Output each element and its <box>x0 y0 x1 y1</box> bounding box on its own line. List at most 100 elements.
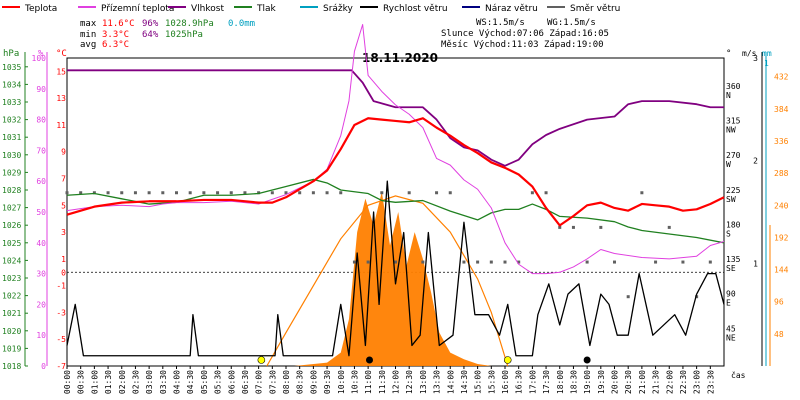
wind-direction-dot <box>571 225 575 229</box>
wind-direction-dot <box>175 191 178 195</box>
pressure-line <box>66 178 725 244</box>
wind-direction-dot <box>325 191 329 195</box>
c-tick-label: 3 <box>61 228 66 237</box>
plot-area <box>65 24 725 367</box>
pct-tick-label: 40 <box>36 239 46 248</box>
hpa-tick-label: 1021 <box>2 309 21 318</box>
solar-tick-label: 432 <box>774 73 789 82</box>
c-tick-label: 5 <box>61 201 66 210</box>
c-tick-label: 13 <box>56 94 66 103</box>
legend-label-dir: Směr větru <box>570 4 620 14</box>
info-moon: Měsíc Východ:11:03 Západ:19:00 <box>441 40 604 50</box>
hpa-tick-label: 1026 <box>2 221 21 230</box>
deg-tick-label: 270 <box>726 151 741 160</box>
x-tick-label: 20:30 <box>624 370 633 394</box>
wind-direction-dot <box>695 295 699 299</box>
sun-marker <box>503 356 512 364</box>
x-tick-label: 03:00 <box>145 370 154 394</box>
x-tick-label: 09:00 <box>309 370 318 394</box>
sun-marker <box>257 356 266 364</box>
stats-avg-temp: 6.3°C <box>102 40 129 50</box>
ms-tick-label: 2 <box>753 157 758 166</box>
wind-direction-dot <box>298 191 302 195</box>
wind-direction-dot <box>448 191 452 195</box>
x-tick-label: 08:30 <box>296 370 305 394</box>
hpa-tick-label: 1034 <box>2 80 21 89</box>
wind-direction-dot <box>476 260 480 264</box>
x-tick-label: 21:00 <box>638 370 647 394</box>
mm-unit: mm <box>762 49 772 58</box>
x-tick-label: 19:30 <box>597 370 606 394</box>
x-tick-label: 22:30 <box>679 370 688 394</box>
stats-max-label: max <box>80 19 97 29</box>
info-panel: WS:1.5m/s WG:1.5m/s Slunce Východ:07:06 … <box>441 18 609 50</box>
x-tick-label: 18:00 <box>556 370 565 394</box>
pct-unit: % <box>38 49 44 59</box>
wind-direction-dot <box>626 295 630 299</box>
wind-direction-dot <box>421 260 425 264</box>
wind-direction-dot <box>613 260 616 264</box>
legend-label-gust: Náraz větru <box>485 4 538 14</box>
hpa-unit: hPa <box>3 49 19 59</box>
c-tick-label: -7 <box>56 362 66 371</box>
x-tick-label: 11:00 <box>364 370 373 394</box>
hpa-tick-label: 1032 <box>2 116 21 125</box>
c-tick-label: 0 <box>61 268 66 277</box>
x-tick-label: 01:30 <box>104 370 113 394</box>
x-tick-label: 20:00 <box>611 370 620 394</box>
solar-theoretical-line <box>266 195 509 367</box>
deg-tick-label: 135 <box>726 255 741 264</box>
x-tick-label: 00:00 <box>63 370 72 394</box>
stats-min-temp: 3.3°C <box>102 30 129 40</box>
wind-direction-dot <box>489 260 493 264</box>
hpa-tick-label: 1029 <box>2 168 21 177</box>
hpa-tick-label: 1024 <box>2 256 21 265</box>
moon-marker <box>583 356 591 364</box>
wind-direction-dot <box>654 260 658 264</box>
wind-direction-dot <box>202 191 206 195</box>
x-tick-label: 15:30 <box>487 370 496 394</box>
x-tick-label: 06:30 <box>241 370 250 394</box>
x-tick-label: 00:30 <box>77 370 86 394</box>
humidity-line <box>67 69 724 167</box>
deg-tick-label: 180 <box>726 220 741 229</box>
wind-direction-dot <box>503 260 507 264</box>
pct-tick-label: 70 <box>36 146 46 155</box>
wind-direction-dot <box>394 260 397 264</box>
c-tick-label: 1 <box>61 255 66 264</box>
wind-direction-dot <box>92 191 96 195</box>
wind-direction-dot <box>161 191 165 195</box>
pct-tick-label: 50 <box>36 208 46 217</box>
solar-tick-label: 192 <box>774 233 789 242</box>
x-tick-label: 07:30 <box>268 370 277 394</box>
wind-direction-dot <box>708 260 712 264</box>
x-tick-label: 09:30 <box>323 370 332 394</box>
stats-max-hum: 96% <box>142 19 159 29</box>
legend-label-press: Tlak <box>256 4 277 14</box>
wind-direction-dot <box>599 225 603 229</box>
pct-tick-label: 60 <box>36 177 46 186</box>
solar-tick-label: 336 <box>774 137 789 146</box>
hpa-tick-label: 1033 <box>2 98 21 107</box>
x-tick-label: 17:00 <box>528 370 537 394</box>
wind-direction-dot <box>79 191 83 195</box>
stats-min-label: min <box>80 30 96 40</box>
wind-direction-dot <box>216 191 220 195</box>
x-tick-label: 07:00 <box>255 370 264 394</box>
legend-label-wind: Rychlost větru <box>383 4 448 14</box>
wind-direction-dot <box>380 191 384 195</box>
wind-direction-dot <box>517 260 521 264</box>
x-tick-label: 05:30 <box>214 370 223 394</box>
stats-min-hum: 64% <box>142 30 159 40</box>
wind-direction-dot <box>284 191 288 195</box>
solar-tick-label: 96 <box>774 298 784 307</box>
hpa-tick-label: 1020 <box>2 327 21 336</box>
deg-tick-label: 315 <box>726 116 741 125</box>
deg-tick-label: 45 <box>726 324 736 333</box>
c-tick-label: 11 <box>56 121 66 130</box>
ms-tick-label: 3 <box>753 54 758 63</box>
x-tick-label: 18:30 <box>569 370 578 394</box>
legend: Teplota Přízemní teplota Vlhkost Tlak Srážky… <box>0 0 800 14</box>
stats-min-press: 1025hPa <box>165 30 203 40</box>
